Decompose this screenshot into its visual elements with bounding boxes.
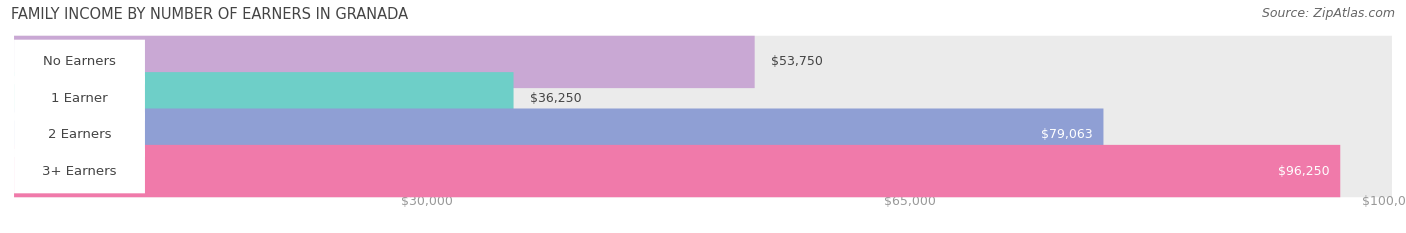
Text: No Earners: No Earners	[44, 55, 115, 69]
FancyBboxPatch shape	[14, 109, 1392, 161]
Text: FAMILY INCOME BY NUMBER OF EARNERS IN GRANADA: FAMILY INCOME BY NUMBER OF EARNERS IN GR…	[11, 7, 408, 22]
Text: 2 Earners: 2 Earners	[48, 128, 111, 141]
Text: $79,063: $79,063	[1040, 128, 1092, 141]
Text: 1 Earner: 1 Earner	[51, 92, 108, 105]
Text: $36,250: $36,250	[530, 92, 582, 105]
FancyBboxPatch shape	[14, 36, 755, 88]
Text: 3+ Earners: 3+ Earners	[42, 164, 117, 178]
Text: $53,750: $53,750	[772, 55, 823, 69]
FancyBboxPatch shape	[14, 149, 145, 193]
FancyBboxPatch shape	[14, 145, 1392, 197]
FancyBboxPatch shape	[14, 145, 1340, 197]
FancyBboxPatch shape	[14, 36, 1392, 88]
FancyBboxPatch shape	[14, 113, 145, 157]
FancyBboxPatch shape	[14, 76, 145, 120]
FancyBboxPatch shape	[14, 109, 1104, 161]
FancyBboxPatch shape	[14, 72, 1392, 124]
FancyBboxPatch shape	[14, 40, 145, 84]
Text: $96,250: $96,250	[1278, 164, 1329, 178]
FancyBboxPatch shape	[14, 72, 513, 124]
Text: Source: ZipAtlas.com: Source: ZipAtlas.com	[1261, 7, 1395, 20]
